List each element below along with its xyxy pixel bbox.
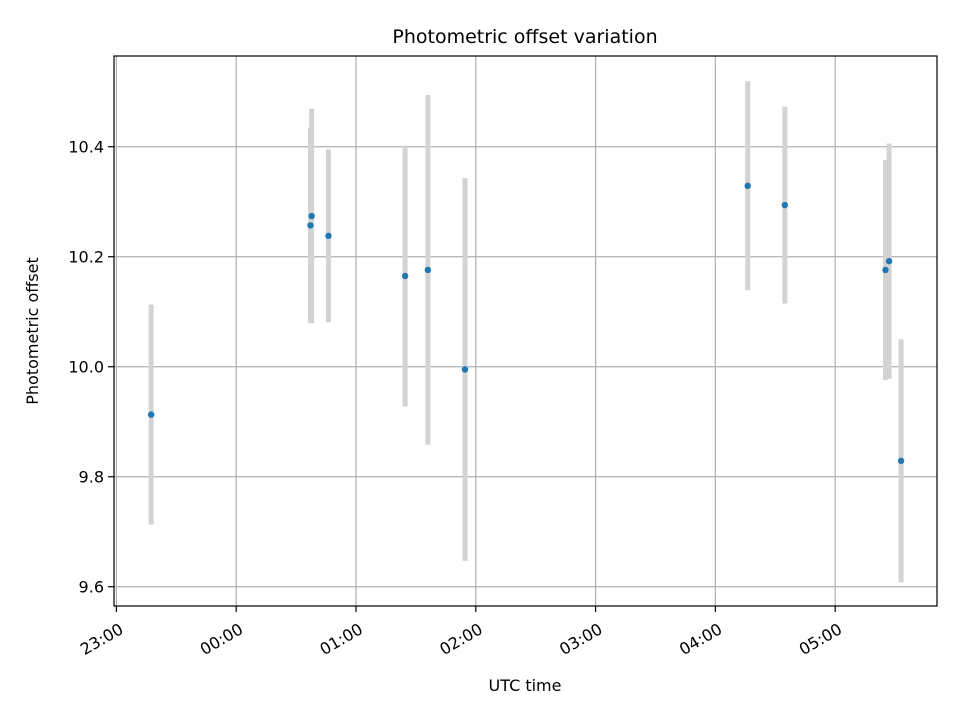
x-axis-label: UTC time: [489, 676, 562, 695]
data-point: [147, 411, 155, 418]
data-point: [307, 222, 314, 229]
data-point: [882, 266, 889, 274]
chart-title: Photometric offset variation: [392, 26, 657, 48]
data-point: [424, 266, 432, 274]
y-tick-label: 9.8: [79, 467, 104, 486]
data-point: [781, 201, 789, 209]
y-tick-label: 9.6: [79, 577, 104, 596]
data-point: [744, 182, 751, 189]
data-point: [308, 212, 315, 220]
data-point: [325, 232, 332, 240]
y-tick-label: 10.0: [68, 357, 104, 376]
axes-background: [114, 56, 937, 606]
y-tick-label: 10.2: [68, 247, 104, 266]
data-point: [461, 366, 469, 373]
data-point: [885, 257, 893, 265]
y-axis-label: Photometric offset: [23, 257, 42, 405]
y-axis-ticks: 9.6 9.8 10.0 10.2 10.4: [68, 137, 114, 596]
plot-area: [113, 55, 938, 607]
data-point: [401, 272, 409, 280]
grid-layer: [114, 56, 937, 606]
point-layer: [147, 182, 905, 464]
axes-frame: [113, 55, 938, 607]
y-tick-label: 10.4: [68, 137, 104, 156]
data-point: [897, 457, 905, 464]
